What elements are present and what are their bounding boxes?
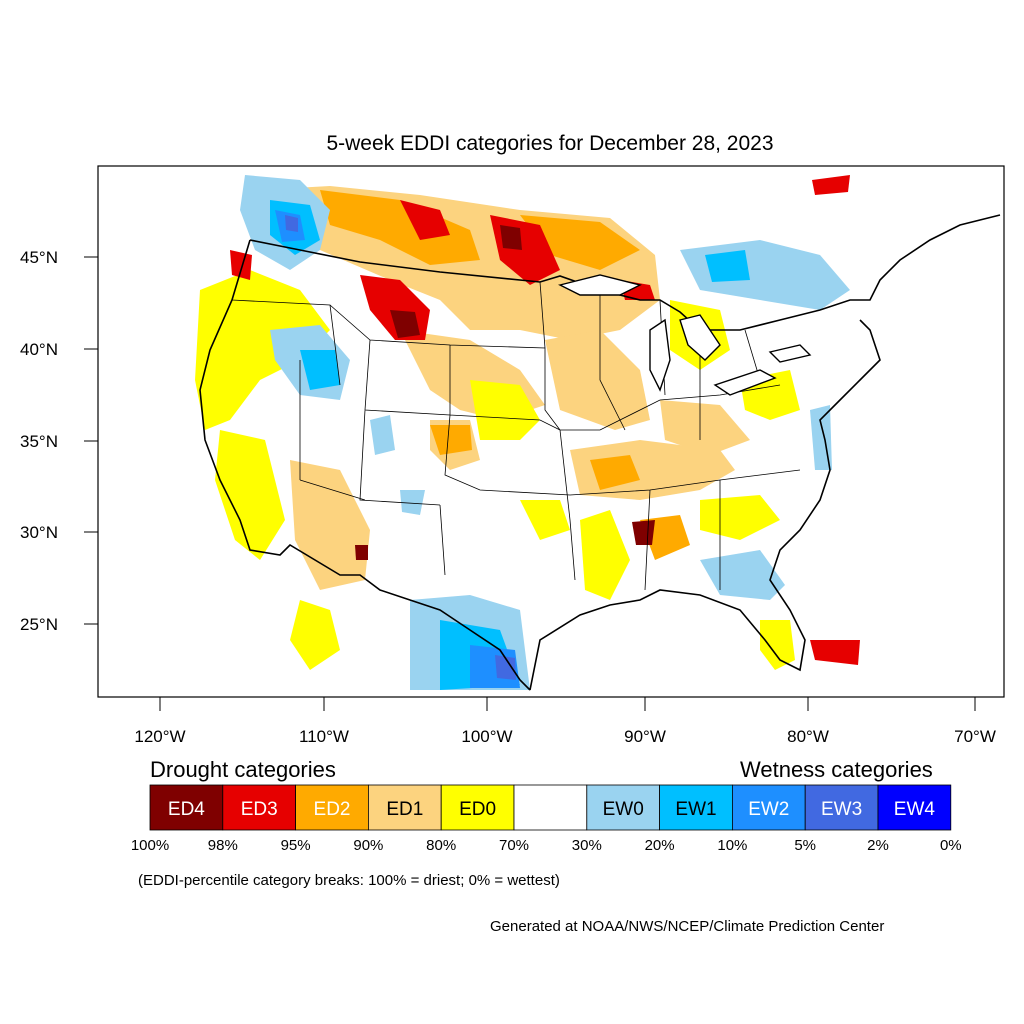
legend-percent-break: 70%: [499, 837, 529, 854]
legend-percent-break: 90%: [353, 837, 383, 854]
ed4-areas: [355, 225, 655, 560]
legend-category-label: EW0: [603, 799, 644, 820]
ed0-areas: [195, 270, 800, 670]
ew3-areas: [285, 215, 516, 680]
wetness-heading: Wetness categories: [740, 757, 933, 782]
lat-label: 35°N: [20, 432, 58, 451]
lon-label: 80°W: [787, 727, 829, 746]
great-lakes: [557, 274, 812, 396]
legend-category-label: EW2: [748, 799, 789, 820]
legend-swatch: [877, 784, 952, 831]
legend-swatch: [513, 784, 588, 831]
lat-label: 45°N: [20, 248, 58, 267]
legend-category-label: EW3: [821, 799, 862, 820]
legend-swatch: [732, 784, 806, 831]
lon-label: 110°W: [299, 727, 349, 746]
lon-label: 100°W: [461, 727, 512, 746]
legend-category-label: EW1: [675, 799, 716, 820]
legend-percent-break: 80%: [426, 837, 456, 854]
legend-percent-break: 2%: [867, 837, 889, 854]
legend-category-label: ED2: [314, 799, 351, 820]
lat-label: 25°N: [20, 615, 58, 634]
legend-swatch: [586, 784, 660, 831]
credit-line: Generated at NOAA/NWS/NCEP/Climate Predi…: [490, 918, 885, 935]
lon-label: 120°W: [134, 727, 185, 746]
legend-percent-break: 5%: [794, 837, 816, 854]
legend-percent-break: 30%: [572, 837, 602, 854]
legend-category-label: EW4: [894, 799, 936, 820]
lat-labels: 45°N 40°N 35°N 30°N 25°N: [20, 248, 58, 634]
legend-category-label: ED4: [168, 799, 205, 820]
lat-ticks: [84, 256, 98, 625]
legend-percent-break: 95%: [281, 837, 311, 854]
lon-label: 70°W: [954, 727, 996, 746]
legend-bar: ED4 ED3 ED2 ED1 ED0 EW0 EW1 EW2 EW3 EW4: [149, 784, 952, 831]
lon-label: 90°W: [624, 727, 666, 746]
ed2-areas: [320, 190, 690, 560]
breaks-note: (EDDI-percentile category breaks: 100% =…: [138, 872, 560, 889]
legend-percent-break: 0%: [940, 837, 962, 854]
legend-category-label: ED1: [386, 799, 423, 820]
legend-swatch: [367, 784, 442, 831]
legend-category-label: ED0: [459, 799, 496, 820]
legend-percent-break: 100%: [131, 837, 169, 854]
legend-category-label: ED3: [241, 799, 278, 820]
legend-percent-break: 98%: [208, 837, 238, 854]
legend-swatch: [440, 784, 515, 831]
legend-breaks: 100% 98% 95% 90% 80% 70% 30% 20% 10% 5% 2% 0%: [131, 837, 962, 854]
legend-percent-break: 20%: [645, 837, 675, 854]
legend-swatch: [149, 784, 224, 831]
lon-ticks: [159, 697, 976, 711]
lat-label: 40°N: [20, 340, 58, 359]
map-title: 5-week EDDI categories for December 28, …: [326, 132, 774, 155]
legend-percent-break: 10%: [717, 837, 747, 854]
lat-label: 30°N: [20, 523, 58, 542]
drought-heading: Drought categories: [150, 757, 336, 782]
lon-labels: 120°W 110°W 100°W 90°W 80°W 70°W: [134, 727, 995, 746]
